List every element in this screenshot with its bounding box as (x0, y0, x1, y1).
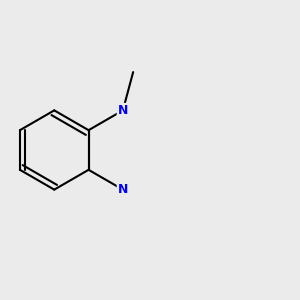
Text: N: N (118, 183, 128, 196)
Text: N: N (118, 104, 128, 117)
